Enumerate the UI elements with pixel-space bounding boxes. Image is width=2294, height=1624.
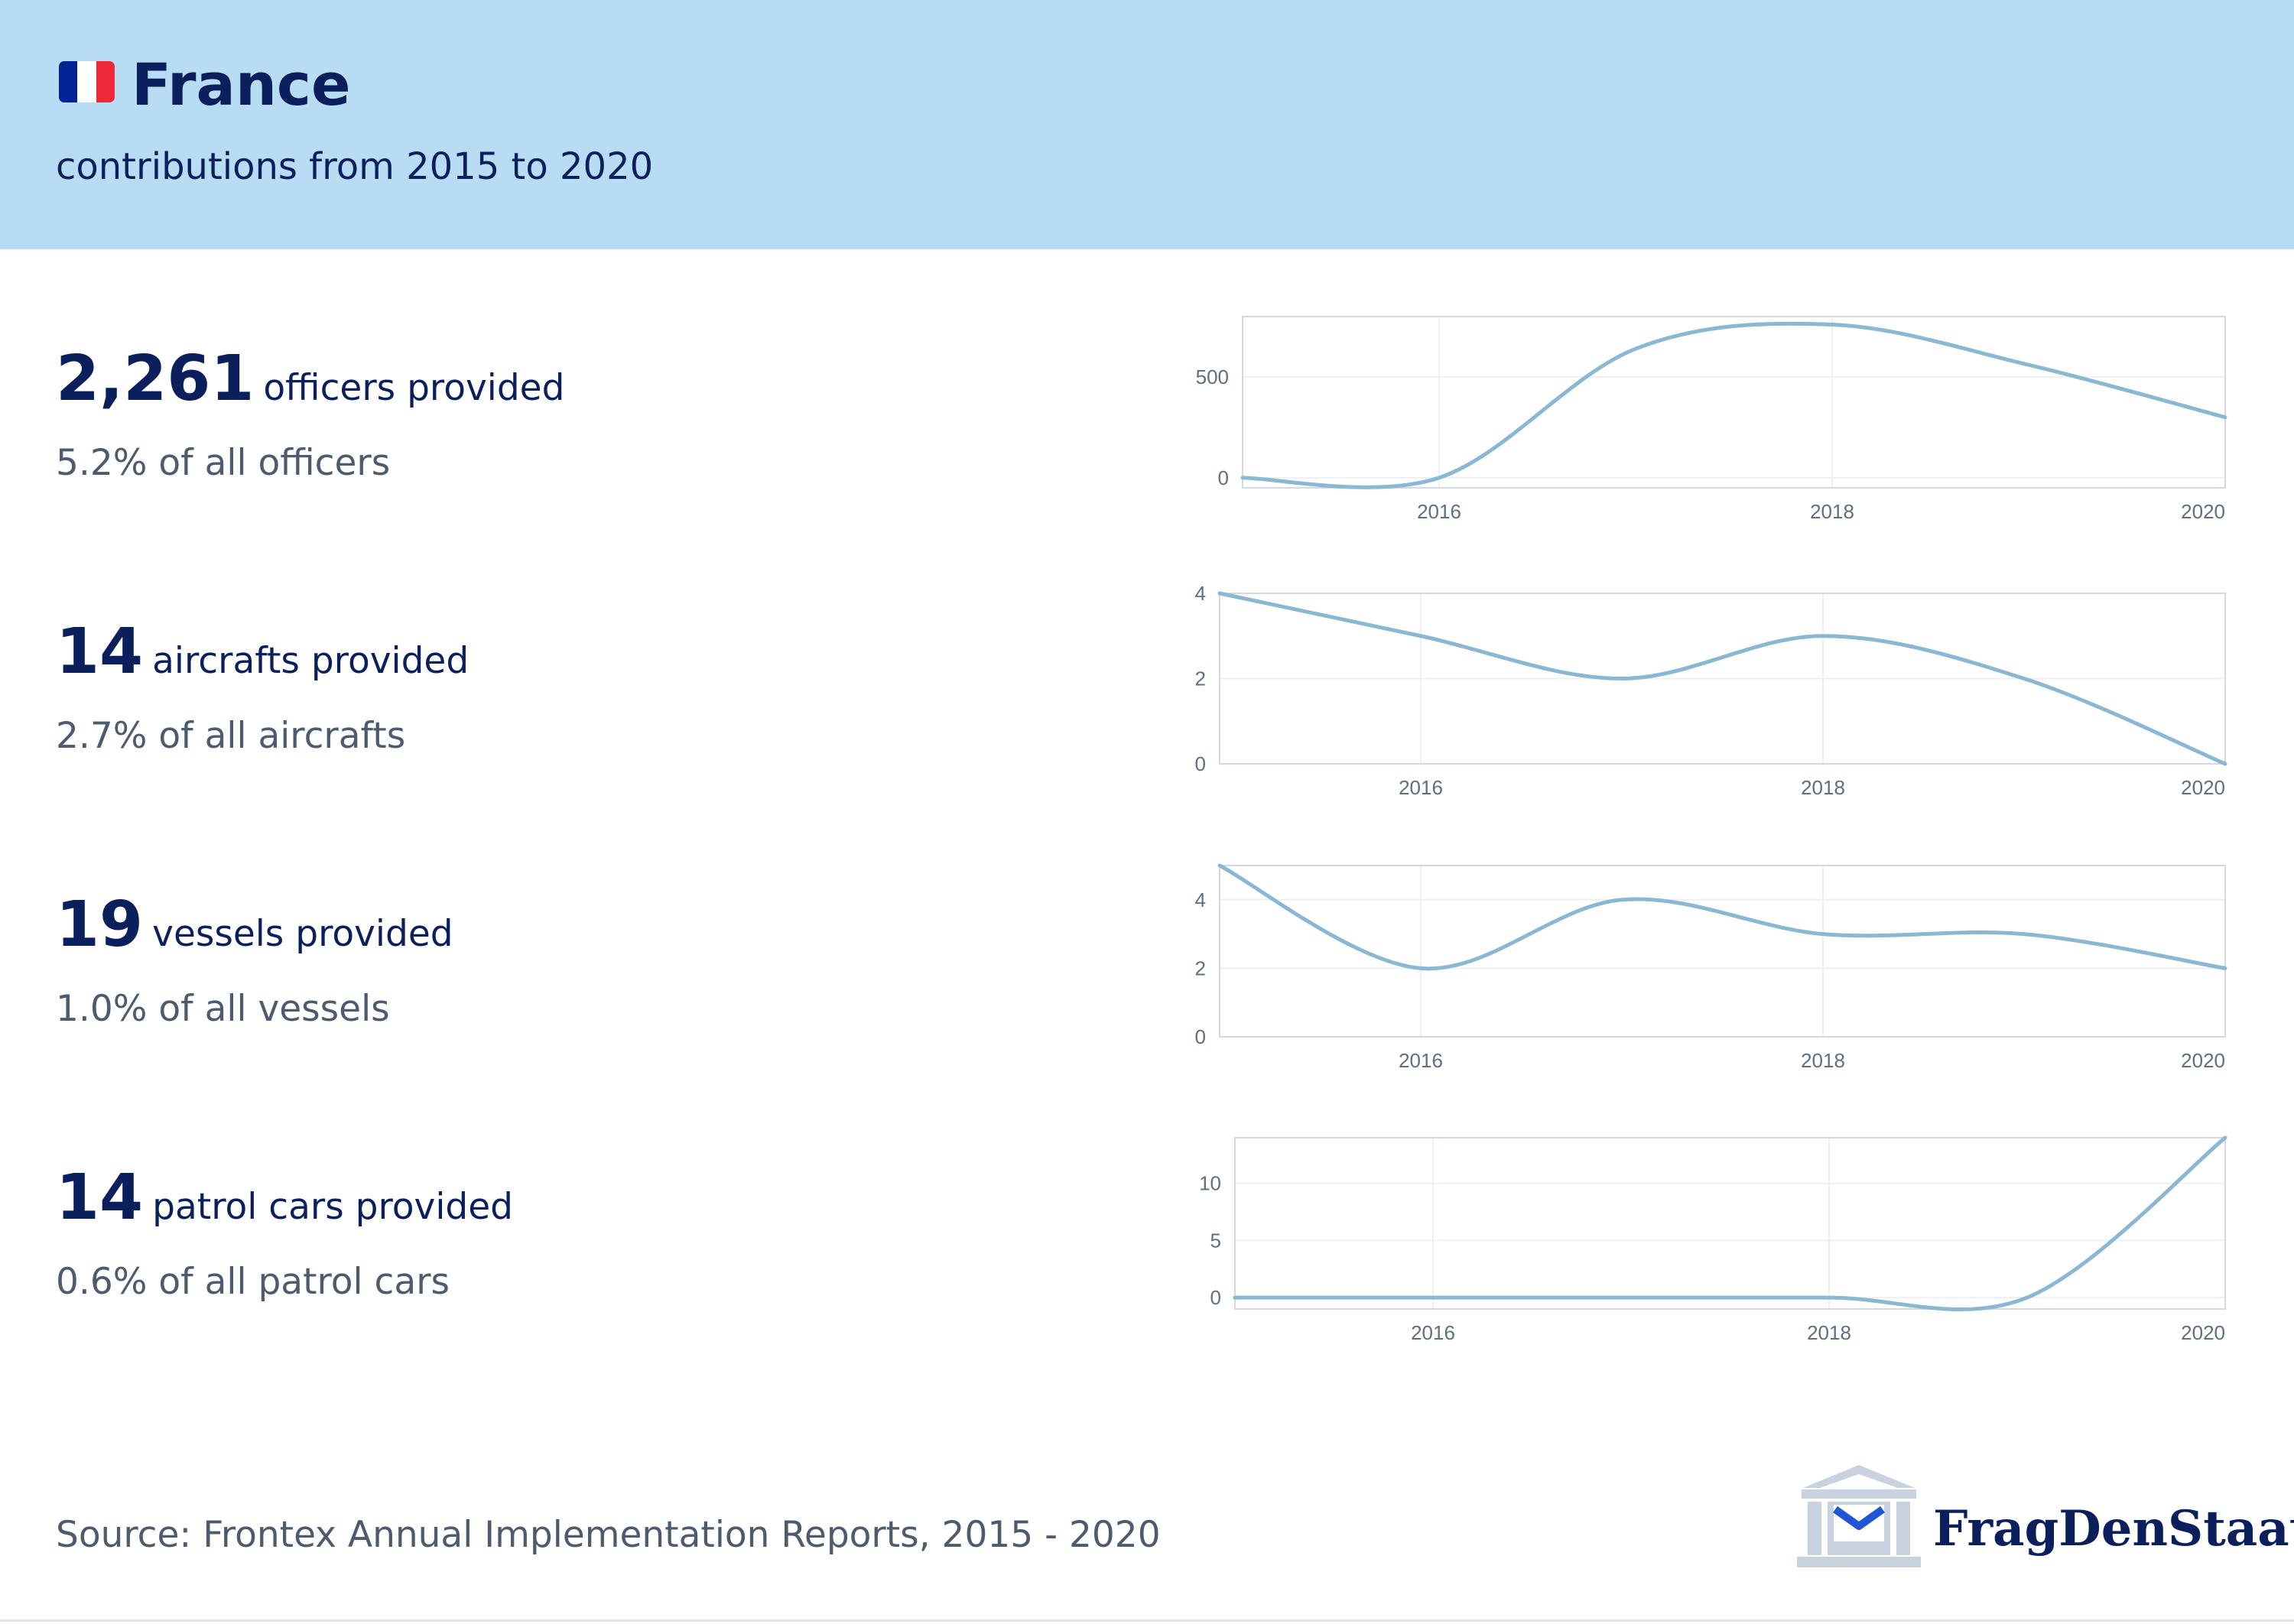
y-tick-label: 2	[1195, 957, 1206, 979]
y-tick-label: 0	[1195, 752, 1206, 775]
stat-share: 0.6% of all patrol cars	[56, 1261, 450, 1303]
header-banner: France contributions from 2015 to 2020	[0, 0, 2294, 249]
series-line	[1217, 863, 2227, 971]
stat-label: officers provided	[263, 367, 565, 409]
plot-frame	[1219, 865, 2226, 1038]
x-tick-label: 2016	[1399, 776, 1443, 799]
y-tick-label: 0	[1218, 466, 1229, 489]
x-tick-label: 2016	[1399, 1049, 1443, 1072]
stat-share: 2.7% of all aircrafts	[56, 715, 406, 757]
stat-officers: 2,261 officers provided 5.2% of all offic…	[56, 343, 564, 488]
stat-share: 1.0% of all vessels	[56, 988, 390, 1030]
flag-red-stripe	[96, 61, 115, 102]
flag-blue-stripe	[59, 61, 78, 102]
y-tick-label: 10	[1199, 1172, 1221, 1195]
plot-frame	[1242, 316, 2226, 489]
stat-value: 14	[56, 1161, 144, 1234]
stat-label: patrol cars provided	[152, 1186, 513, 1228]
x-tick-label: 2020	[2181, 776, 2225, 799]
x-tick-label: 2018	[1801, 776, 1845, 799]
stat-label: vessels provided	[152, 913, 453, 955]
x-tick-label: 2018	[1807, 1321, 1851, 1344]
france-flag-icon	[59, 61, 115, 102]
y-tick-label: 2	[1195, 667, 1206, 690]
fragdenstaat-logo-icon	[1797, 1465, 1921, 1567]
y-tick-label: 0	[1210, 1286, 1221, 1309]
stat-aircrafts: 14 aircrafts provided 2.7% of all aircraf…	[56, 615, 469, 761]
x-tick-label: 2020	[2181, 500, 2225, 523]
series-line	[1233, 1135, 2227, 1312]
patrol-cars-chart: 2016 2018 2020 0 5 10	[1199, 1135, 2227, 1344]
aircrafts-chart: 2016 2018 2020 0 2 4	[1195, 582, 2227, 799]
x-tick-label: 2018	[1810, 500, 1854, 523]
y-tick-label: 500	[1196, 365, 1229, 388]
officers-chart: 2016 2018 2020 0 500	[1196, 316, 2227, 523]
y-tick-label: 5	[1210, 1229, 1221, 1252]
x-tick-label: 2016	[1411, 1321, 1455, 1344]
stat-value: 19	[56, 888, 144, 961]
x-tick-label: 2020	[2181, 1321, 2225, 1344]
plot-frame	[1234, 1137, 2226, 1310]
stat-value: 14	[56, 615, 144, 688]
vessels-chart: 2016 2018 2020 0 2 4	[1195, 863, 2227, 1072]
y-tick-label: 4	[1195, 582, 1206, 605]
series-line	[1217, 591, 2227, 766]
stat-patrol-cars: 14 patrol cars provided 0.6% of all patro…	[56, 1161, 513, 1307]
stat-value: 2,261	[56, 343, 255, 415]
flag-white-stripe	[77, 61, 96, 102]
series-line	[1240, 321, 2227, 489]
y-tick-label: 0	[1195, 1025, 1206, 1048]
fragdenstaat-logo-text: FragDenStaat	[1933, 1500, 2294, 1557]
stat-share: 5.2% of all officers	[56, 442, 391, 484]
x-tick-label: 2016	[1417, 500, 1461, 523]
x-tick-label: 2018	[1801, 1049, 1845, 1072]
x-tick-label: 2020	[2181, 1049, 2225, 1072]
stat-vessels: 19 vessels provided 1.0% of all vessels	[56, 888, 453, 1034]
page-subtitle: contributions from 2015 to 2020	[56, 145, 654, 188]
stat-label: aircrafts provided	[152, 640, 470, 682]
plot-frame	[1219, 593, 2226, 765]
source-note: Source: Frontex Annual Implementation Re…	[56, 1514, 1161, 1556]
y-tick-label: 4	[1195, 888, 1206, 911]
page-title: France	[132, 50, 351, 119]
bottom-divider	[0, 1619, 2294, 1622]
